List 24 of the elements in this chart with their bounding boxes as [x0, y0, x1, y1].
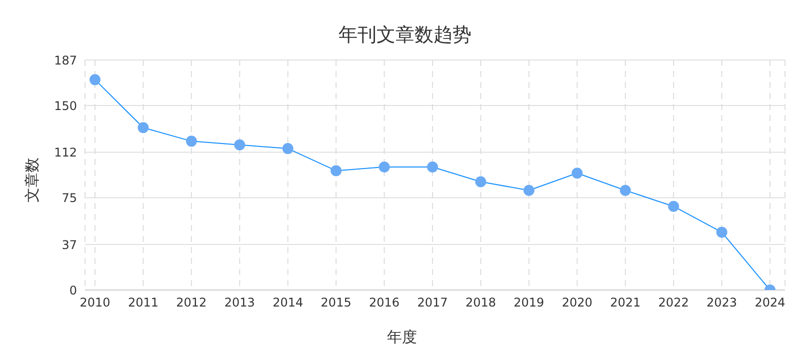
x-tick-label: 2015 — [320, 296, 352, 310]
x-tick-label: 2010 — [80, 296, 110, 310]
y-tick-label: 187 — [54, 53, 77, 68]
y-tick-label: 112 — [54, 146, 77, 160]
y-tick-label: 150 — [54, 98, 77, 113]
x-axis-title: 年度 — [387, 328, 417, 347]
x-tick-label: 2017 — [417, 296, 448, 310]
y-tick-label: 0 — [69, 283, 77, 298]
x-tick-label: 2021 — [610, 296, 641, 310]
y-tick-label: 37 — [62, 238, 77, 252]
x-tick-label: 2018 — [465, 296, 496, 310]
x-tick-label: 2013 — [224, 296, 255, 310]
y-axis-title: 文章数 — [23, 158, 42, 202]
x-tick-label: 2012 — [176, 296, 207, 310]
x-tick-label: 2022 — [658, 296, 689, 310]
y-tick-label: 75 — [62, 191, 77, 206]
chart-title: 年刊文章数趋势 — [338, 23, 472, 48]
x-tick-label: 2014 — [272, 296, 304, 310]
x-tick-label: 2011 — [128, 296, 158, 310]
x-tick-label: 2024 — [754, 296, 786, 310]
x-tick-label: 2019 — [514, 296, 544, 310]
x-tick-label: 2020 — [562, 296, 592, 310]
x-tick-label: 2016 — [369, 296, 400, 310]
x-tick-label: 2023 — [706, 296, 738, 310]
